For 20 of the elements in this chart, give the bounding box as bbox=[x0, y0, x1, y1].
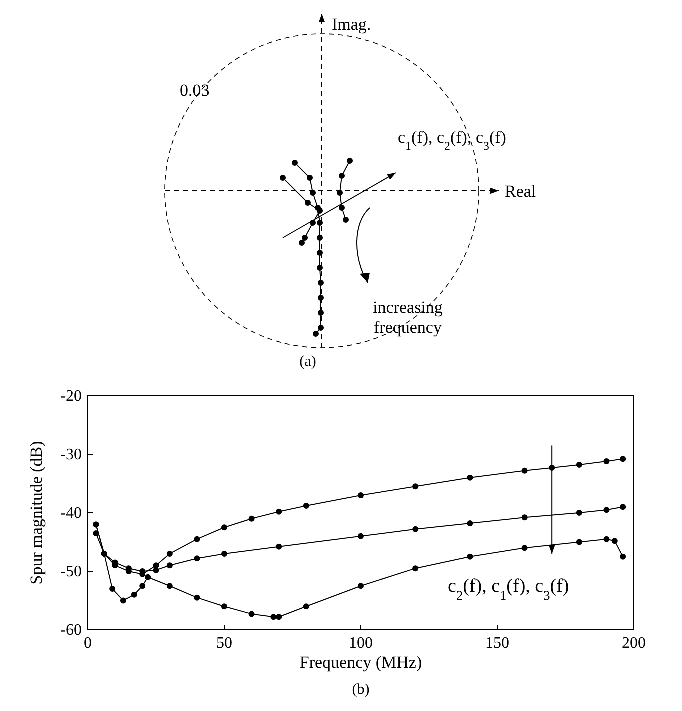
x-tick-label: 100 bbox=[349, 635, 373, 652]
text: (b) bbox=[352, 682, 370, 698]
x-tick-label: 50 bbox=[216, 635, 232, 652]
y-tick-label: -60 bbox=[60, 622, 82, 639]
text: Real bbox=[505, 182, 536, 201]
y-axis-title: Spur magnitude (dB) bbox=[27, 441, 46, 585]
x-axis-title: Frequency (MHz) bbox=[300, 653, 422, 672]
y-tick-label: -50 bbox=[60, 564, 82, 580]
text: Imag. bbox=[332, 15, 372, 34]
text: (a) bbox=[300, 354, 316, 370]
y-tick-label: -30 bbox=[60, 446, 82, 464]
text: increasing frequency bbox=[373, 298, 444, 337]
annotation: c$_{2}$(f), c$_{1}$(f), c$_{3}$(f) bbox=[448, 576, 570, 602]
x-tick-label: 150 bbox=[486, 635, 510, 652]
text: c$_{1}$(f), c$_{2}$(f), c$_{3}$(f) bbox=[398, 128, 506, 153]
x-tick-label: 0 bbox=[84, 635, 92, 652]
x-tick-label: 200 bbox=[622, 635, 646, 652]
y-tick-label: -20 bbox=[60, 388, 82, 405]
text: 0.03 bbox=[180, 81, 210, 100]
y-tick-label: -40 bbox=[60, 505, 82, 522]
